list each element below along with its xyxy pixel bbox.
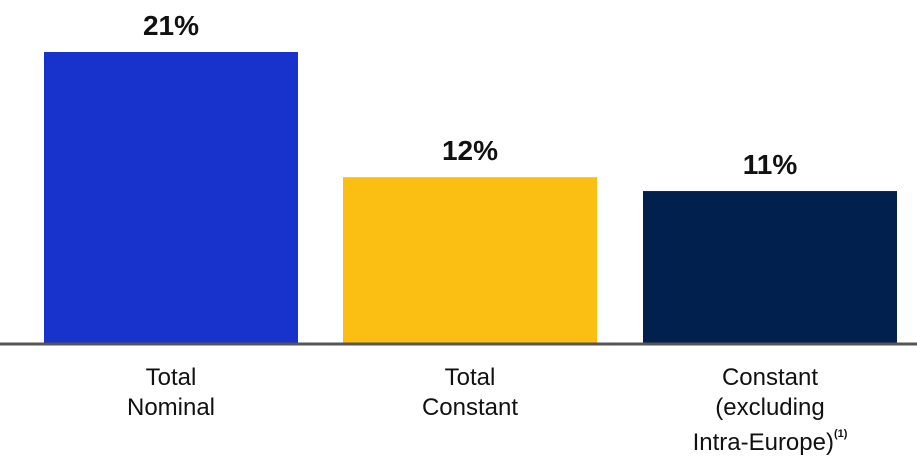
footnote-marker: (1) <box>833 428 848 440</box>
bars-group <box>44 52 897 344</box>
category-label-2: Total Constant <box>422 363 518 423</box>
category-label-1-line-2: Nominal <box>126 394 216 421</box>
category-label-2-line-2: Constant <box>421 394 519 421</box>
category-label-3: Constant (excluding Intra-Europe)(1) <box>693 363 848 458</box>
category-label-3-line-2: (excluding <box>715 394 825 421</box>
category-label-3-line-3: Intra-Europe)(1) <box>692 428 848 456</box>
category-label-3-line-1: Constant <box>721 364 819 391</box>
value-label-2: 12% <box>441 135 499 167</box>
category-label-1-line-1: Total <box>145 364 197 391</box>
value-label-3: 11% <box>742 149 798 181</box>
bar-2 <box>343 177 597 344</box>
bar-3 <box>643 191 897 344</box>
value-label-1: 21% <box>142 10 200 41</box>
category-label-1: Total Nominal <box>127 363 215 423</box>
category-label-2-line-1: Total <box>444 364 496 391</box>
bar-1 <box>44 52 298 344</box>
